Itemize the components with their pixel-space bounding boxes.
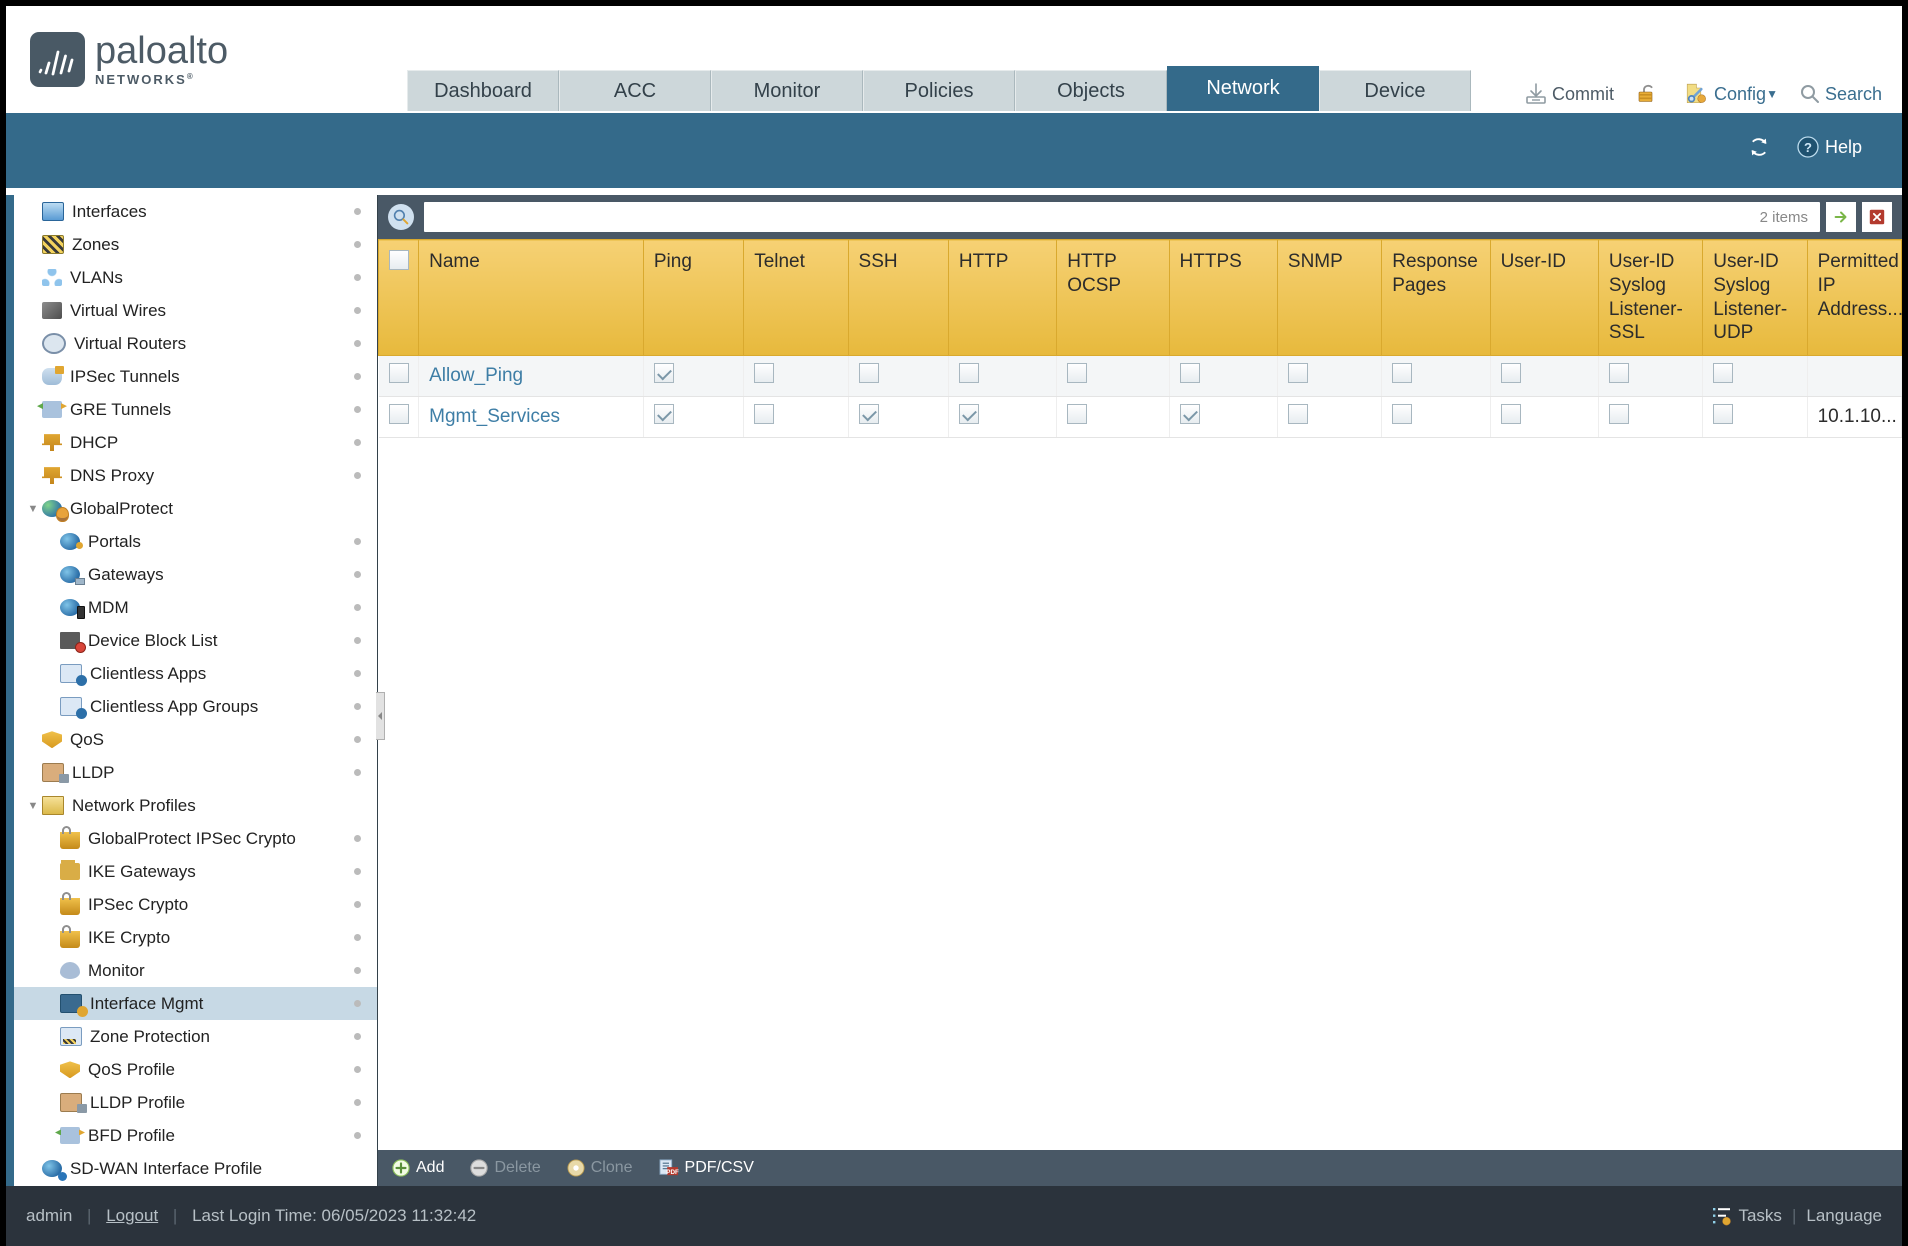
svg-text:PDF: PDF — [666, 1169, 679, 1176]
svg-text:?: ? — [1804, 140, 1812, 155]
